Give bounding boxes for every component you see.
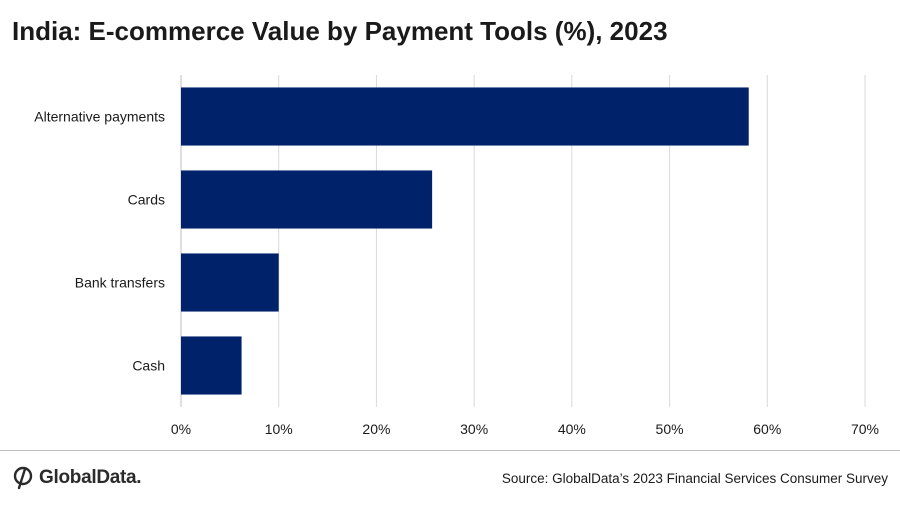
category-label: Cards bbox=[128, 192, 165, 208]
x-tick-label: 70% bbox=[851, 421, 879, 437]
category-labels: Alternative payments Cards Bank transfers C… bbox=[34, 109, 165, 374]
bar-chart: Alternative payments Cards Bank transfers C… bbox=[34, 75, 879, 437]
category-label: Alternative payments bbox=[34, 109, 165, 125]
x-tick-labels: 0% 10% 20% 30% 40% 50% 60% 70% bbox=[171, 421, 879, 437]
x-tick-label: 60% bbox=[753, 421, 781, 437]
bar bbox=[181, 170, 433, 229]
category-label: Bank transfers bbox=[75, 275, 165, 291]
x-tick-label: 30% bbox=[460, 421, 488, 437]
x-tick-label: 50% bbox=[656, 421, 684, 437]
bars bbox=[181, 87, 749, 395]
bar bbox=[181, 336, 242, 395]
x-tick-label: 0% bbox=[171, 421, 191, 437]
x-tick-label: 10% bbox=[265, 421, 293, 437]
source-note: Source: GlobalData’s 2023 Financial Serv… bbox=[501, 471, 888, 486]
chart-title: India: E-commerce Value by Payment Tools… bbox=[12, 16, 668, 46]
category-label: Cash bbox=[132, 358, 165, 374]
x-tick-label: 20% bbox=[362, 421, 390, 437]
globaldata-logo-icon bbox=[13, 466, 33, 490]
globaldata-logo: GlobalData. bbox=[12, 466, 142, 490]
bar bbox=[181, 87, 749, 146]
brand-name: GlobalData. bbox=[39, 467, 142, 488]
x-tick-label: 40% bbox=[558, 421, 586, 437]
bar bbox=[181, 253, 279, 312]
footer-divider bbox=[0, 450, 900, 451]
